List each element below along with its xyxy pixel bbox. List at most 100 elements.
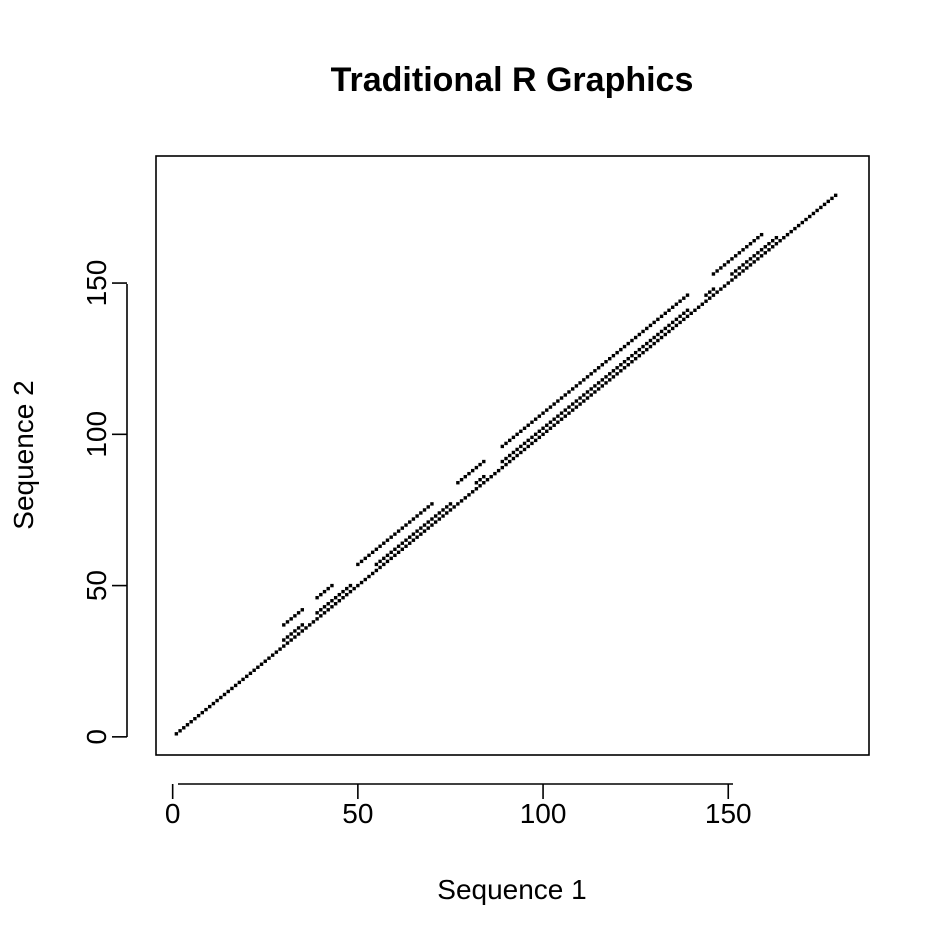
data-point — [370, 550, 375, 555]
data-point — [300, 623, 304, 627]
data-point — [396, 550, 401, 555]
data-point — [611, 375, 616, 379]
data-point — [482, 481, 486, 485]
chart-title: Traditional R Graphics — [331, 61, 694, 99]
data-point — [356, 562, 360, 567]
data-point — [633, 350, 638, 355]
data-point — [393, 547, 397, 551]
data-point — [726, 281, 730, 285]
data-point — [611, 353, 616, 358]
data-point — [704, 293, 708, 297]
data-point — [289, 617, 293, 621]
data-point — [689, 311, 693, 316]
data-point — [733, 275, 738, 279]
data-point — [330, 605, 334, 609]
x-tick-label: 100 — [520, 798, 567, 829]
data-point — [789, 229, 793, 234]
data-point — [626, 363, 630, 367]
data-point — [445, 511, 449, 515]
data-point — [626, 341, 630, 346]
data-point — [604, 375, 608, 379]
data-point — [463, 496, 467, 500]
data-point — [593, 369, 597, 373]
data-point — [322, 605, 327, 609]
data-point — [722, 284, 727, 288]
data-point — [537, 429, 542, 433]
data-point — [426, 526, 430, 530]
data-point — [452, 505, 456, 509]
data-point — [526, 438, 530, 443]
data-points — [174, 193, 838, 736]
data-point — [400, 526, 405, 530]
data-point — [659, 329, 664, 334]
data-point — [367, 553, 371, 558]
data-point — [522, 447, 527, 452]
data-point — [270, 653, 275, 657]
x-axis-label: Sequence 1 — [437, 874, 586, 905]
data-point — [300, 629, 304, 633]
data-point — [630, 338, 634, 343]
data-point — [389, 535, 393, 539]
data-point — [608, 378, 612, 382]
data-point — [237, 680, 242, 685]
data-point — [474, 487, 479, 491]
y-axis-ticks: 0 50 100 150 — [81, 260, 127, 745]
data-point — [396, 529, 401, 533]
data-point — [504, 441, 508, 446]
data-point — [415, 535, 419, 539]
data-point — [652, 320, 656, 325]
data-point — [652, 341, 656, 346]
data-point — [515, 453, 519, 458]
data-point — [285, 620, 290, 624]
data-point — [678, 320, 682, 325]
data-point — [530, 420, 534, 424]
data-point — [474, 465, 479, 470]
data-point — [337, 592, 342, 597]
x-tick-label: 50 — [342, 798, 373, 829]
data-point — [637, 347, 642, 352]
data-point — [708, 290, 712, 294]
data-point — [830, 196, 834, 201]
data-point — [541, 432, 545, 437]
data-point — [682, 296, 686, 300]
data-point — [285, 635, 290, 639]
data-point — [741, 269, 745, 273]
data-point — [322, 589, 327, 594]
data-point — [282, 638, 286, 642]
data-point — [311, 620, 316, 624]
data-point — [478, 484, 482, 488]
data-point — [611, 369, 616, 373]
data-point — [437, 517, 442, 521]
data-point — [722, 263, 727, 267]
data-point — [656, 338, 660, 343]
data-point — [348, 583, 353, 588]
data-point — [319, 592, 323, 597]
data-point — [393, 532, 397, 536]
data-point — [774, 242, 779, 246]
data-point — [648, 344, 653, 349]
data-point — [800, 220, 805, 225]
data-point — [670, 320, 675, 325]
data-point — [559, 396, 564, 400]
data-point — [478, 478, 482, 482]
data-point — [396, 544, 401, 548]
data-point — [574, 405, 579, 409]
data-point — [500, 444, 505, 449]
data-point — [745, 245, 749, 249]
data-point — [596, 366, 601, 370]
y-tick-label: 50 — [81, 570, 112, 601]
data-point — [293, 635, 297, 639]
data-point — [296, 632, 301, 636]
data-point — [567, 405, 571, 409]
data-point — [759, 254, 764, 258]
data-point — [663, 311, 667, 316]
data-point — [504, 462, 508, 467]
data-point — [352, 586, 356, 591]
data-point — [400, 541, 405, 545]
data-point — [670, 305, 675, 309]
data-point — [345, 592, 349, 597]
data-point — [430, 517, 434, 521]
data-point — [585, 390, 590, 394]
data-point — [708, 296, 712, 300]
